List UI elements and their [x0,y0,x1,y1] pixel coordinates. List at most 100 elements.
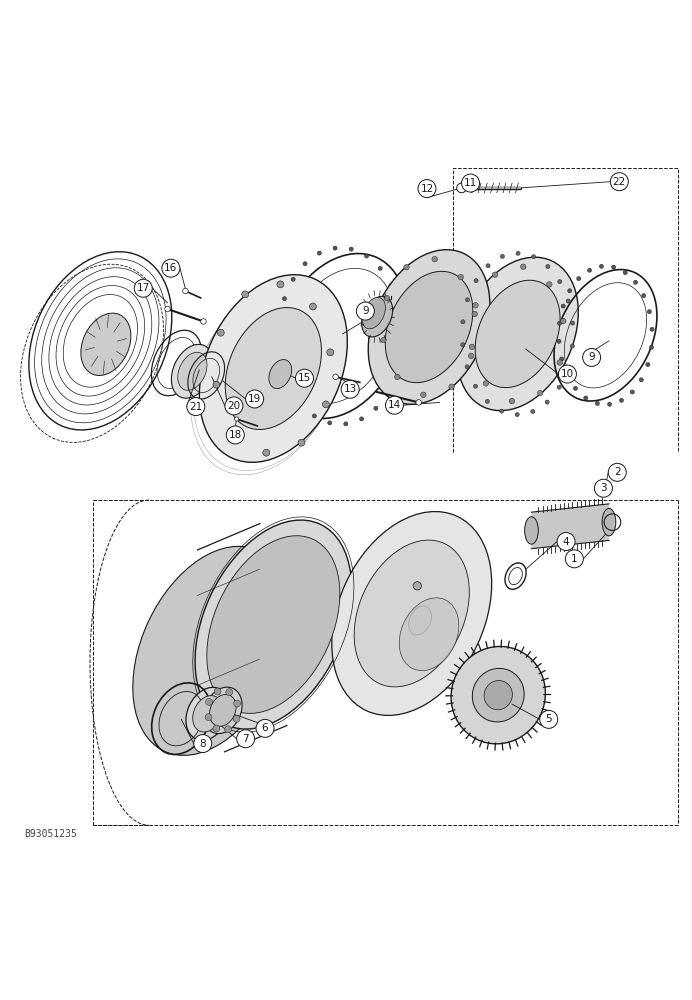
Circle shape [531,255,536,259]
Ellipse shape [473,668,524,722]
Ellipse shape [602,508,616,536]
Ellipse shape [81,313,131,375]
Circle shape [237,730,255,748]
Circle shape [515,412,519,417]
Circle shape [630,390,635,394]
Circle shape [385,396,403,414]
Circle shape [162,259,180,277]
Circle shape [403,264,409,270]
Polygon shape [531,504,609,549]
Text: B93051235: B93051235 [24,829,77,839]
Circle shape [277,342,281,346]
Circle shape [246,390,264,408]
Circle shape [612,265,616,269]
Text: 21: 21 [189,402,203,412]
Text: 9: 9 [362,306,369,316]
Circle shape [413,582,421,590]
Circle shape [566,299,570,303]
Circle shape [570,321,574,325]
Ellipse shape [362,296,392,337]
Circle shape [500,409,504,413]
Circle shape [165,306,170,312]
Circle shape [349,247,353,251]
Circle shape [399,349,403,353]
Circle shape [365,254,369,258]
Circle shape [225,726,232,733]
Text: 10: 10 [561,369,574,379]
Circle shape [608,463,626,481]
Circle shape [421,392,426,398]
Circle shape [509,398,515,404]
Circle shape [465,298,469,302]
Circle shape [465,365,469,369]
Circle shape [256,719,274,737]
Circle shape [449,384,455,390]
Circle shape [647,310,651,314]
Circle shape [213,381,220,388]
Text: 11: 11 [464,178,477,188]
Text: 16: 16 [164,263,178,273]
Circle shape [385,391,390,395]
Text: 3: 3 [600,483,607,493]
Text: 17: 17 [136,283,150,293]
Circle shape [639,378,644,382]
Circle shape [492,272,498,277]
Circle shape [233,715,240,722]
Circle shape [328,421,332,425]
Circle shape [633,280,637,284]
Circle shape [546,264,550,269]
Circle shape [397,304,401,308]
Circle shape [473,303,478,308]
Ellipse shape [457,257,579,411]
Circle shape [561,304,565,308]
Ellipse shape [362,297,385,329]
Circle shape [619,398,623,402]
Circle shape [384,295,390,301]
Circle shape [205,714,212,721]
Circle shape [461,343,465,347]
Ellipse shape [186,687,229,740]
Circle shape [187,398,205,416]
Ellipse shape [525,517,538,544]
Text: 13: 13 [343,384,357,394]
Text: 1: 1 [571,554,578,564]
Circle shape [566,366,570,370]
Text: 14: 14 [388,400,401,410]
Circle shape [623,271,628,275]
Ellipse shape [199,275,347,462]
Circle shape [400,326,404,330]
Circle shape [226,426,244,444]
Circle shape [594,479,612,497]
Ellipse shape [178,352,207,390]
Circle shape [206,698,212,705]
Circle shape [277,319,282,323]
Text: 9: 9 [588,352,595,362]
Circle shape [327,349,334,356]
Circle shape [214,688,221,695]
Circle shape [299,402,303,406]
Ellipse shape [399,598,459,671]
Circle shape [394,371,399,375]
Circle shape [282,297,286,301]
Text: 20: 20 [228,401,240,411]
Circle shape [225,397,243,415]
Text: 5: 5 [545,714,552,724]
Circle shape [608,402,612,406]
Circle shape [485,399,489,403]
Circle shape [462,174,480,192]
Circle shape [194,735,212,753]
Circle shape [333,246,337,250]
Circle shape [226,689,233,696]
Circle shape [595,401,599,406]
Circle shape [295,369,313,387]
Circle shape [516,251,520,255]
Ellipse shape [409,606,431,635]
Circle shape [242,291,248,298]
Circle shape [394,374,400,380]
Text: 8: 8 [199,739,206,749]
Circle shape [291,277,295,281]
Circle shape [234,700,241,707]
Text: 22: 22 [612,177,626,187]
Ellipse shape [133,546,289,755]
Circle shape [558,365,576,383]
